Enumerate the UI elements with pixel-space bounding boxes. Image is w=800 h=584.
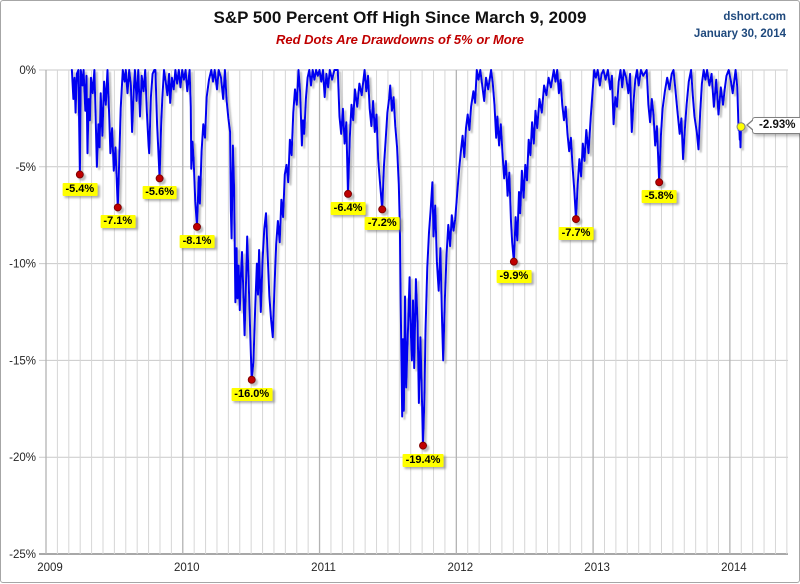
y-tick-label: -5% (16, 162, 36, 174)
drawdown-dot (572, 215, 580, 224)
watermark: dshort.com January 30, 2014 (694, 9, 786, 42)
drawdown-dot (344, 189, 353, 198)
drawdown-dot (75, 170, 84, 179)
drawdown-label: -6.4% (330, 201, 366, 215)
drawdown-label: -7.7% (558, 227, 594, 241)
drawdown-label: -8.1% (179, 234, 215, 248)
year-label: 2010 (174, 562, 200, 574)
y-tick-label: -10% (9, 259, 36, 271)
drawdown-dot (419, 441, 428, 450)
drawdown-dot (113, 203, 122, 212)
y-tick-label: 0% (19, 65, 36, 77)
sp500-drawdown-line (70, 69, 742, 447)
drawdown-dot (378, 205, 387, 214)
date-watermark: January 30, 2014 (693, 27, 786, 40)
drawdown-dot (247, 375, 256, 384)
y-tick-label: -15% (9, 355, 36, 367)
drawdown-label: -7.2% (364, 217, 400, 231)
chart-title: S&P 500 Percent Off High Since March 9, … (213, 8, 587, 27)
year-label: 2012 (448, 562, 474, 574)
current-value-text: -2.93% (759, 118, 796, 131)
drawdown-label: -5.8% (641, 190, 677, 204)
drawdown-label: -5.4% (62, 182, 98, 196)
drawdown-dot (155, 174, 164, 183)
y-tick-label: -25% (9, 549, 36, 561)
drawdown-dot (193, 222, 202, 231)
drawdown-label: -16.0% (231, 387, 273, 401)
drawdown-label: -7.1% (100, 215, 136, 229)
series-group (70, 69, 746, 450)
drawdown-dot (509, 257, 518, 266)
source-watermark: dshort.com (723, 11, 786, 23)
current-value-callout: -2.93% (745, 116, 800, 134)
year-label: 2011 (311, 562, 336, 574)
y-tick-label: -20% (9, 452, 36, 464)
drawdown-label: -9.9% (496, 269, 532, 283)
year-label: 2009 (37, 562, 63, 574)
drawdown-dot (655, 178, 664, 187)
current-dot (736, 122, 746, 132)
drawdown-label: -5.6% (142, 186, 177, 200)
chart-subtitle: Red Dots Are Drawdowns of 5% or More (276, 32, 524, 47)
year-label: 2014 (721, 562, 747, 574)
drawdown-label: -19.4% (402, 453, 444, 467)
year-label: 2013 (584, 562, 610, 574)
